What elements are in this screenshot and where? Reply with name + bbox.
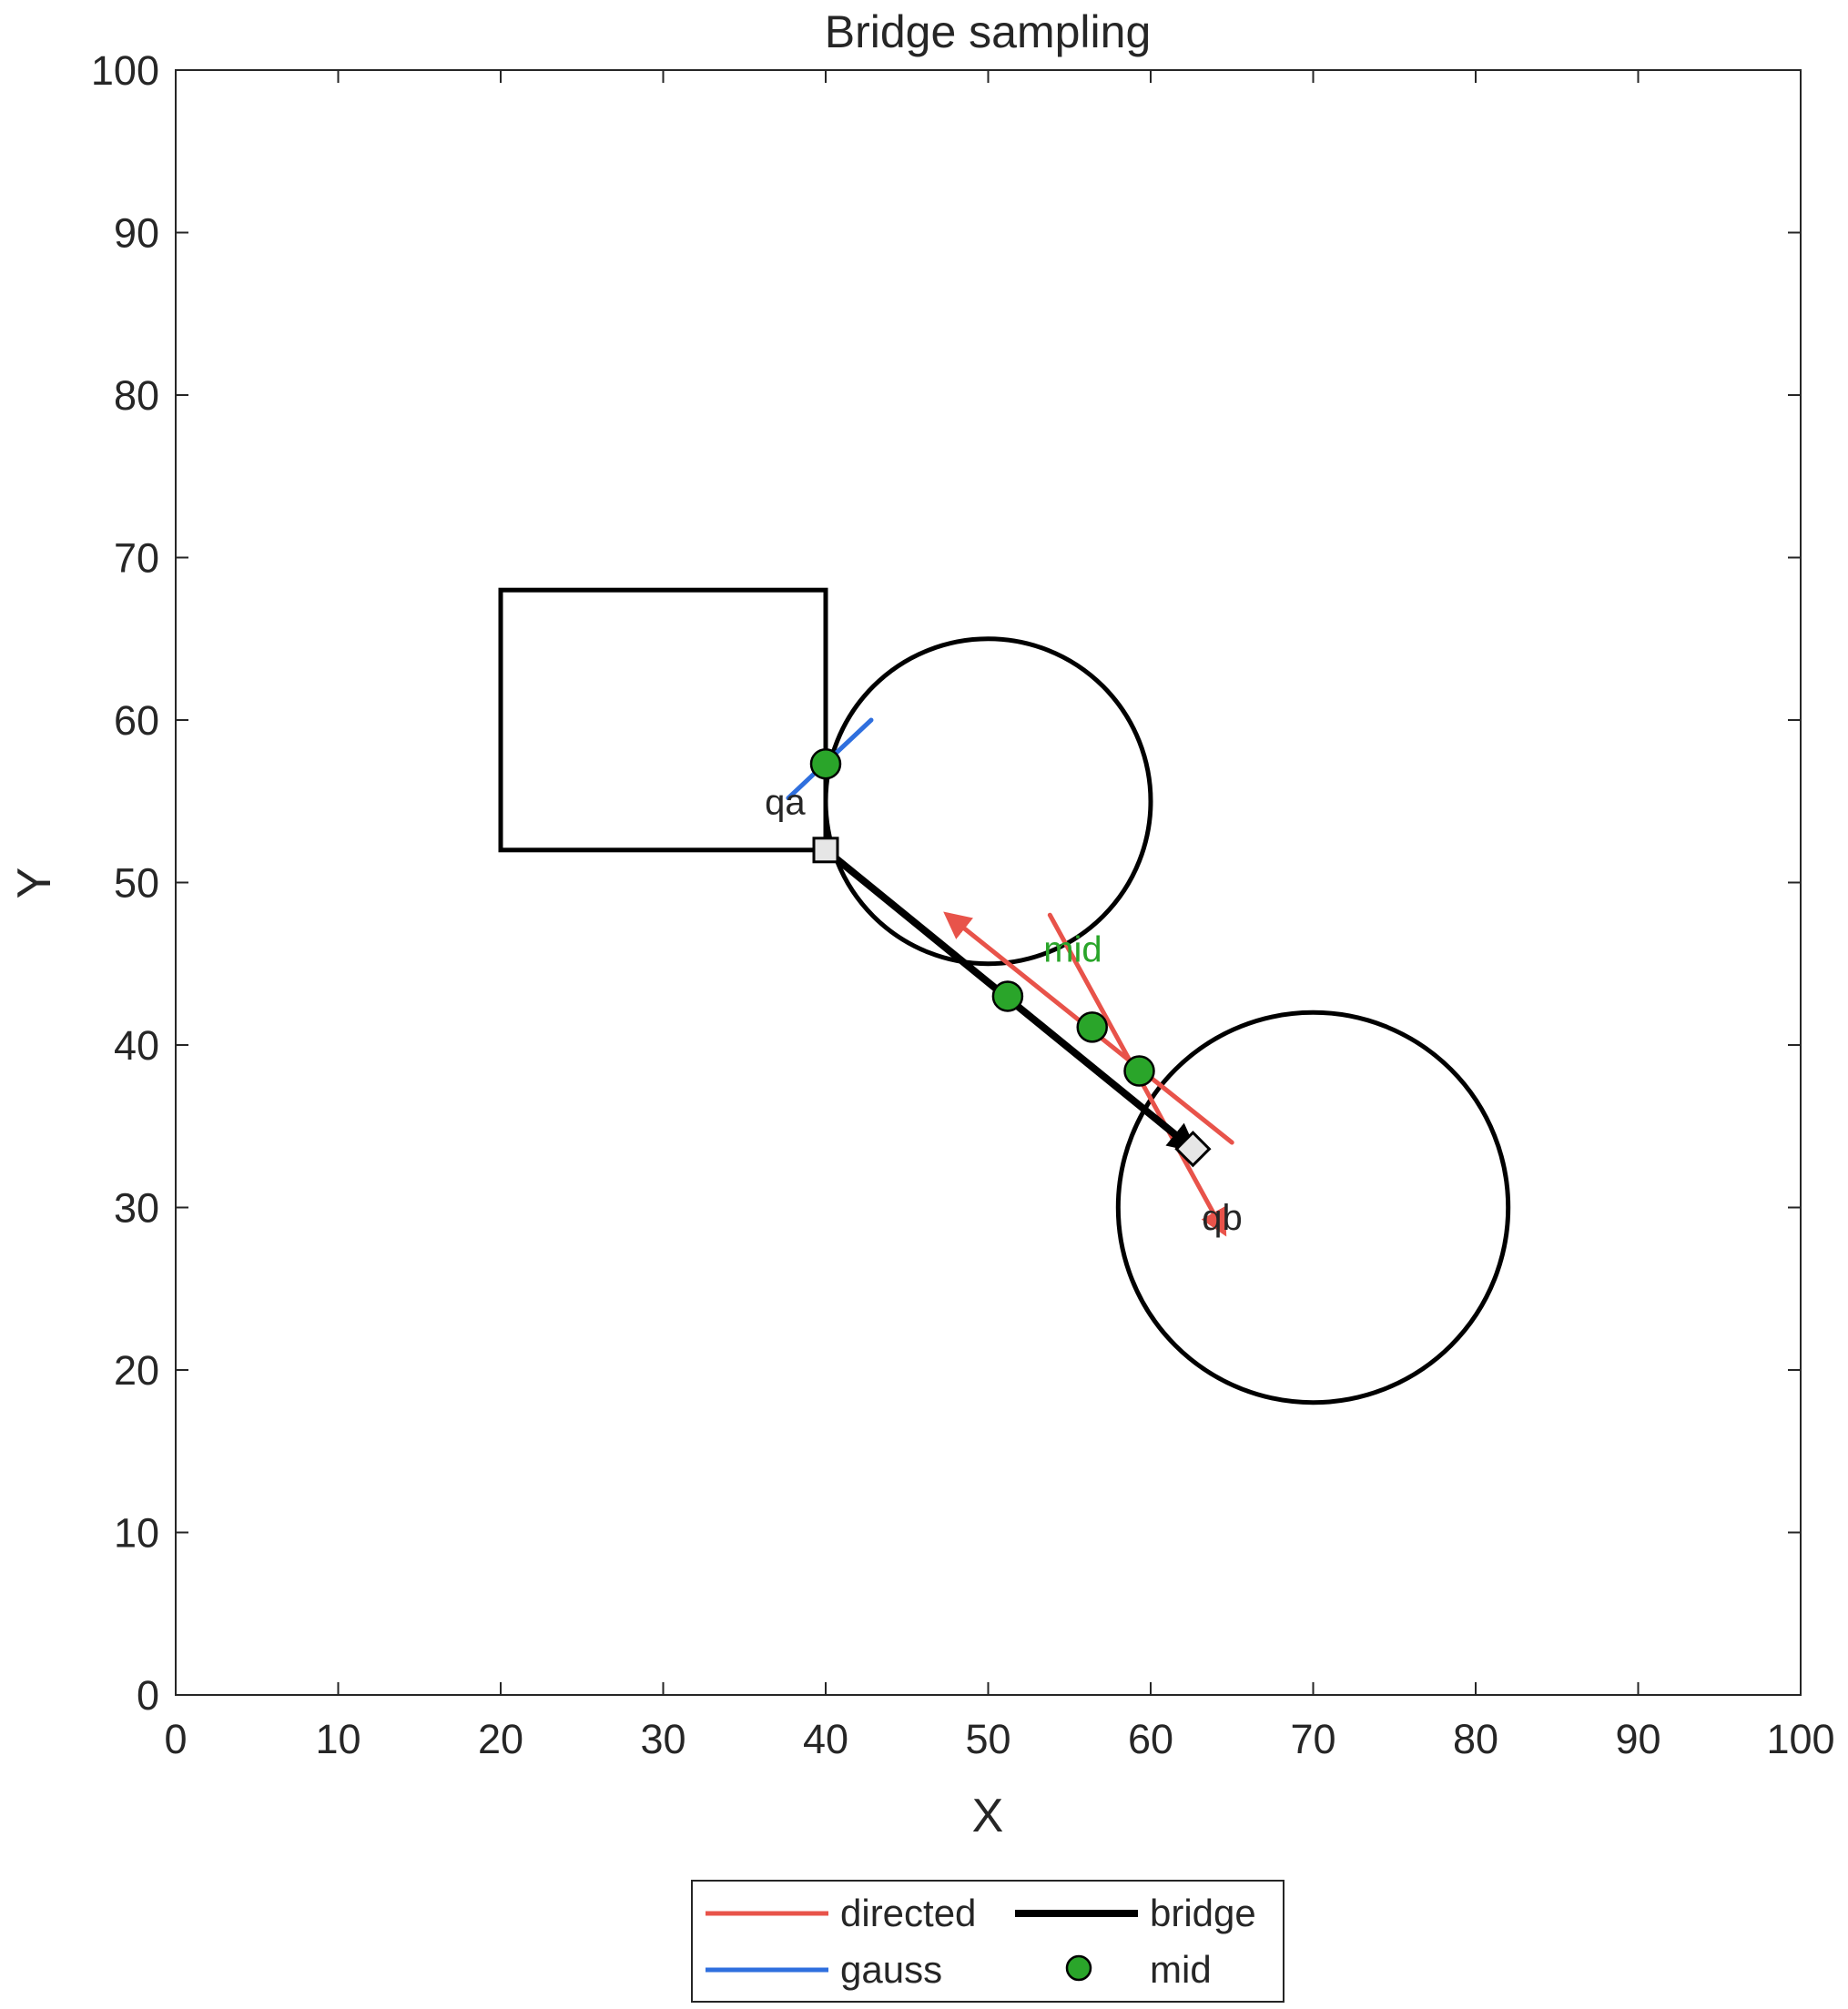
mid-point [991,980,1024,1012]
y-axis: 0 10 20 30 40 50 60 70 80 90 100 [91,47,1801,1719]
x-tick-label: 30 [640,1716,685,1762]
legend-symbol-mid [1065,1954,1092,1982]
plot-area [175,69,1802,1696]
y-tick-label: 90 [114,210,159,257]
obstacle-rectangle [498,587,828,853]
legend-label-gauss: gauss [840,1948,942,1991]
endpoint-qa-marker [812,837,839,864]
x-tick-label: 60 [1128,1716,1173,1762]
x-tick-label: 100 [1766,1716,1834,1762]
y-tick-label: 80 [114,372,159,419]
y-tick-label: 50 [114,860,159,907]
y-axis-label: Y [8,868,61,899]
y-tick-label: 70 [114,535,159,582]
endpoint-qb-marker [1174,1131,1212,1168]
mid-point [1076,1011,1108,1043]
x-axis: 0 10 20 30 40 50 60 70 80 90 100 [164,70,1835,1762]
x-tick-label: 10 [315,1716,360,1762]
obstacle-circle [823,636,1153,967]
annotation-mid: mid [1043,930,1102,970]
x-tick-label: 0 [164,1716,187,1762]
y-tick-label: 20 [114,1347,159,1394]
plot-content: qa qb mid [498,587,1511,1405]
x-axis-label: X [972,1790,1004,1842]
y-tick-label: 60 [114,697,159,744]
legend: directed bridge gauss mid [691,1880,1284,2003]
x-tick-label: 90 [1615,1716,1660,1762]
y-tick-label: 30 [114,1185,159,1232]
y-tick-label: 100 [91,47,159,94]
x-tick-label: 40 [803,1716,848,1762]
y-tick-label: 10 [114,1510,159,1557]
mid-point [809,747,842,780]
x-tick-label: 80 [1453,1716,1498,1762]
endpoint-qb-label: qb [1202,1198,1243,1238]
y-tick-label: 0 [137,1672,159,1719]
x-tick-label: 70 [1290,1716,1335,1762]
legend-label-bridge: bridge [1150,1892,1256,1934]
legend-label-directed: directed [840,1892,976,1934]
x-tick-label: 50 [965,1716,1010,1762]
endpoint-qa-label: qa [765,782,806,822]
chart-title: Bridge sampling [825,6,1152,57]
obstacle-circle [1115,1010,1511,1405]
legend-label-mid: mid [1150,1948,1212,1991]
y-tick-label: 40 [114,1022,159,1069]
legend-box [691,1880,1284,2003]
legend-entries: directed bridge gauss mid [706,1892,1256,1991]
x-tick-label: 20 [478,1716,523,1762]
mid-point [1123,1055,1155,1087]
